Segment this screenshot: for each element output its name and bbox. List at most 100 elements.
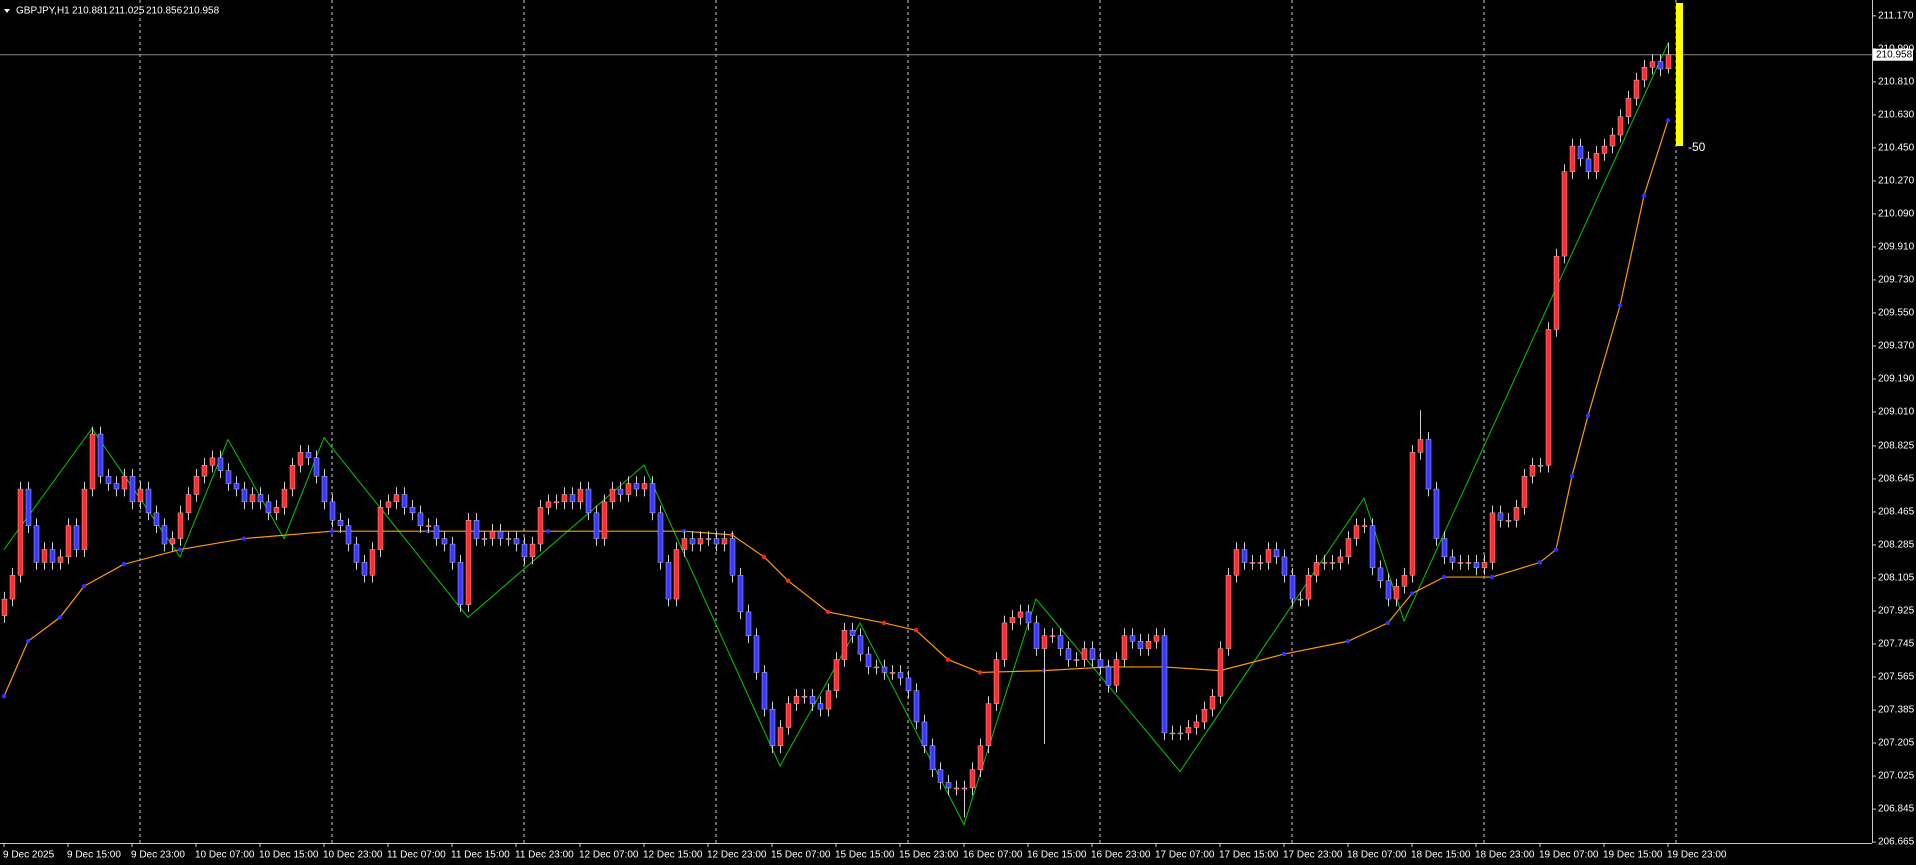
moving-average-marker — [913, 628, 919, 633]
candle-body — [105, 475, 112, 484]
candle-body — [305, 452, 312, 459]
candle-body — [41, 549, 48, 563]
y-tick-label: 210.810 — [1878, 77, 1915, 88]
candle-body — [945, 782, 952, 789]
candle-body — [569, 494, 576, 503]
candle-body — [681, 538, 688, 550]
candle-body — [777, 727, 784, 746]
y-tick-label: 208.285 — [1878, 540, 1915, 551]
candle-body — [1401, 575, 1408, 587]
low-label: 210.856 — [146, 6, 183, 17]
axis-layer: 206.665 206.845 207.025 207.205 207.385 207.5… — [3, 3, 1915, 861]
candle-body — [689, 538, 696, 545]
y-tick-label: 209.910 — [1878, 242, 1915, 253]
candle-body — [513, 538, 520, 545]
candle-body — [385, 501, 392, 508]
candle-body — [1305, 575, 1312, 600]
candle-body — [1105, 666, 1112, 686]
candle-body — [881, 666, 888, 673]
candle-body — [337, 520, 344, 526]
x-tick-label: 11 Dec 07:00 — [387, 850, 446, 861]
candle-body — [265, 501, 272, 514]
candle-body — [1529, 464, 1536, 477]
candle-body — [113, 483, 120, 490]
candle-body — [425, 525, 432, 527]
x-tick-label: 17 Dec 15:00 — [1219, 850, 1279, 861]
candle-body — [1233, 549, 1240, 576]
menu-triangle[interactable] — [4, 9, 10, 13]
candle-body — [1489, 512, 1496, 563]
candle-body — [1321, 562, 1328, 564]
x-tick-label: 10 Dec 07:00 — [195, 850, 255, 861]
x-tick-label: 18 Dec 07:00 — [1347, 850, 1407, 861]
candle-body — [1025, 611, 1032, 624]
candle-body — [1585, 158, 1592, 172]
candle-body — [873, 666, 880, 669]
zigzag-line — [3, 43, 1669, 826]
candle-body — [737, 575, 744, 613]
candle-body — [1033, 622, 1040, 649]
candle-body — [273, 507, 280, 514]
candle-body — [1377, 567, 1384, 581]
candle-body — [89, 433, 96, 490]
x-tick-label: 19 Dec 07:00 — [1539, 850, 1599, 861]
moving-average-marker — [1537, 560, 1543, 565]
candle-body — [761, 672, 768, 710]
y-tick-label: 207.565 — [1878, 672, 1915, 683]
candle-body — [1553, 255, 1560, 330]
candle-body — [441, 538, 448, 545]
candle-body — [1217, 648, 1224, 697]
candle-body — [713, 538, 720, 545]
candle-body — [1193, 721, 1200, 728]
candle-body — [609, 488, 616, 503]
candle-body — [129, 475, 136, 503]
candle-body — [969, 769, 976, 789]
candle-body — [785, 703, 792, 728]
x-tick-label: 9 Dec 2025 — [3, 850, 55, 861]
candle-body — [545, 501, 552, 508]
candle-body — [1081, 648, 1088, 660]
y-tick-label: 209.010 — [1878, 407, 1915, 418]
candle-body — [313, 457, 320, 477]
candle-body — [1657, 61, 1664, 70]
moving-average-marker — [1, 694, 7, 699]
candle-body — [1393, 586, 1400, 600]
candle-body — [1065, 648, 1072, 660]
candle-body — [1641, 66, 1648, 81]
candle-body — [457, 562, 464, 605]
x-tick-label: 16 Dec 07:00 — [963, 850, 1023, 861]
moving-average-marker — [121, 562, 127, 567]
candle-body — [345, 525, 352, 545]
moving-average-marker — [57, 615, 63, 620]
candle-body — [697, 538, 704, 545]
candle-body — [1433, 488, 1440, 539]
moving-average-marker — [241, 536, 247, 541]
candle-body — [1633, 79, 1640, 99]
candle-body — [209, 457, 216, 466]
candle-body — [481, 538, 488, 540]
candle-body — [1649, 61, 1656, 68]
candle-body — [73, 525, 80, 550]
candle-body — [321, 475, 328, 503]
candle-body — [1441, 538, 1448, 558]
candle-body — [1097, 659, 1104, 668]
candle-body — [1273, 549, 1280, 558]
candle-body — [1481, 562, 1488, 569]
candle-body — [497, 531, 504, 539]
candle-body — [993, 659, 1000, 704]
candle-body — [81, 488, 88, 550]
candle-body — [1417, 439, 1424, 453]
y-tick-label: 210.270 — [1878, 176, 1915, 187]
candle-body — [1289, 575, 1296, 600]
candle-body — [233, 483, 240, 490]
candle-body — [1017, 611, 1024, 618]
candle-body — [473, 520, 480, 539]
moving-average-marker — [1281, 651, 1287, 657]
moving-average-marker — [977, 670, 983, 675]
candle-body — [65, 525, 72, 558]
moving-average-marker — [81, 584, 87, 589]
x-tick-label: 10 Dec 15:00 — [259, 850, 319, 861]
